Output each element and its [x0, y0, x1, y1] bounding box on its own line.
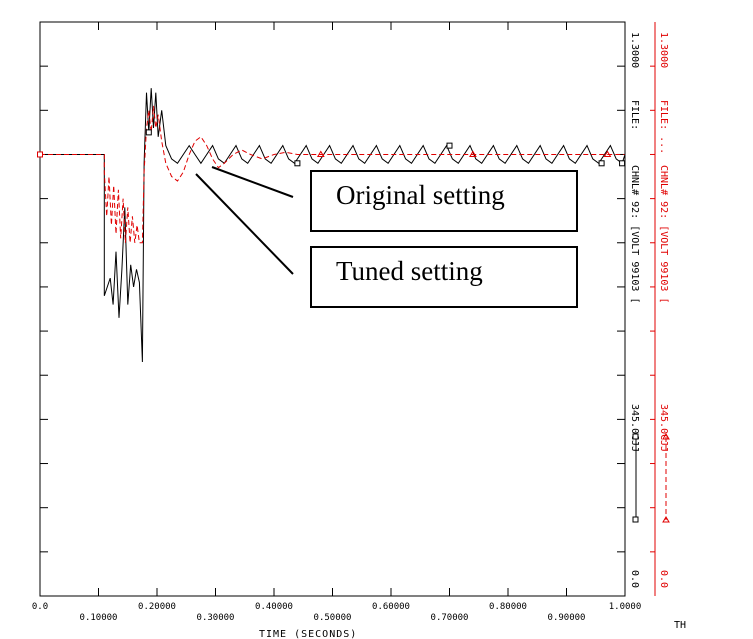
x-tick-label: 0.50000 — [314, 613, 352, 623]
red-axis-ticks — [650, 65, 655, 553]
right-axis-channel-label: CHNL# 92: [VOLT 99103 [ — [629, 165, 640, 303]
red-legend-sample — [662, 433, 670, 523]
x-tick-label: 1.0000 — [609, 602, 642, 612]
red-axis-channel-label: CHNL# 92: [VOLT 99103 [ — [658, 165, 669, 303]
tuned-setting-label: Tuned setting — [336, 256, 483, 286]
x-tick-labels: 0.0 0.20000 0.40000 0.60000 0.80000 1.0000 0.1… — [32, 602, 641, 623]
series-marker — [316, 150, 325, 157]
series-marker — [37, 151, 43, 158]
original-pointer-line — [211, 166, 294, 198]
x-tick-label: 0.80000 — [489, 602, 527, 612]
original-setting-callout: Original setting — [310, 170, 578, 232]
right-axis-top-label: 1.3000 — [629, 32, 640, 68]
x-tick-label: 0.70000 — [431, 613, 469, 623]
x-tick-label: 0.90000 — [548, 613, 586, 623]
x-tick-label: 0.40000 — [255, 602, 293, 612]
series-marker — [145, 129, 152, 136]
red-axis-file-label: FILE: ... — [658, 100, 669, 154]
red-axis-bottom-label: 0.0 — [658, 570, 669, 588]
x-tick-label: 0.30000 — [197, 613, 235, 623]
series-line-tuned — [40, 105, 625, 244]
series-marker — [598, 160, 605, 167]
tick-marks — [40, 22, 625, 596]
series-marker — [446, 142, 453, 149]
x-tick-label: 0.10000 — [80, 613, 118, 623]
right-axis-file-label: FILE: — [629, 100, 640, 130]
series-layer — [37, 88, 626, 363]
tuned-pointer-line — [195, 173, 294, 275]
corner-mark: TH — [674, 620, 687, 631]
x-tick-label: 0.0 — [32, 602, 48, 612]
x-axis-title: TIME (SECONDS) — [259, 629, 357, 639]
plot-frame — [39, 21, 626, 597]
original-setting-label: Original setting — [336, 180, 505, 210]
right-axis-bus-label: 345.0CJJ — [629, 404, 640, 452]
x-tick-label: 0.60000 — [372, 602, 410, 612]
series-marker — [619, 160, 626, 167]
red-axis-bus-label: 345.0CJJ — [658, 404, 669, 452]
right-axis-bottom-label: 0.0 — [629, 570, 640, 588]
series-marker — [469, 150, 477, 157]
tuned-setting-callout: Tuned setting — [310, 246, 578, 308]
series-marker — [294, 160, 301, 167]
red-axis-top-label: 1.3000 — [658, 32, 669, 68]
x-tick-label: 0.20000 — [138, 602, 176, 612]
series-marker — [603, 150, 612, 157]
black-legend-sample — [632, 433, 639, 523]
